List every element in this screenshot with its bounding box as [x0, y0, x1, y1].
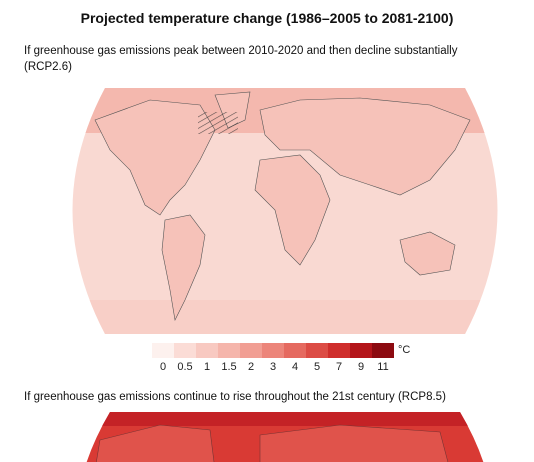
legend-swatch	[174, 343, 196, 358]
legend-label: 0.5	[177, 361, 192, 373]
map-rcp26	[72, 88, 498, 334]
map-caption: If greenhouse gas emissions continue to …	[24, 391, 446, 403]
legend-swatch	[372, 343, 394, 358]
legend-label: 5	[314, 361, 320, 373]
legend-label: 1	[204, 361, 210, 373]
map-rcp85	[75, 412, 495, 462]
map-scenario: (RCP2.6)	[24, 61, 72, 73]
map-caption: If greenhouse gas emissions peak between…	[24, 45, 458, 57]
title: Projected temperature change (1986–2005 …	[80, 10, 454, 26]
legend-swatch	[306, 343, 328, 358]
legend-label: 1.5	[221, 361, 236, 373]
legend-swatch	[262, 343, 284, 358]
legend-label: 4	[292, 361, 298, 373]
legend-label: 3	[270, 361, 276, 373]
legend-label: 11	[377, 361, 388, 373]
legend-swatch	[152, 343, 174, 358]
legend-label: 0	[160, 361, 166, 373]
legend-swatch	[328, 343, 350, 358]
legend-swatch	[196, 343, 218, 358]
legend-swatch	[284, 343, 306, 358]
legend-swatch	[350, 343, 372, 358]
legend-label: 9	[358, 361, 364, 373]
legend-swatch	[218, 343, 240, 358]
legend-label: 2	[248, 361, 254, 373]
legend-unit: °C	[398, 344, 410, 356]
legend-label: 7	[336, 361, 342, 373]
legend: 0 0.5 1 1.5 2 3 4 5 7 9 11 °C	[152, 343, 410, 373]
legend-swatch	[240, 343, 262, 358]
